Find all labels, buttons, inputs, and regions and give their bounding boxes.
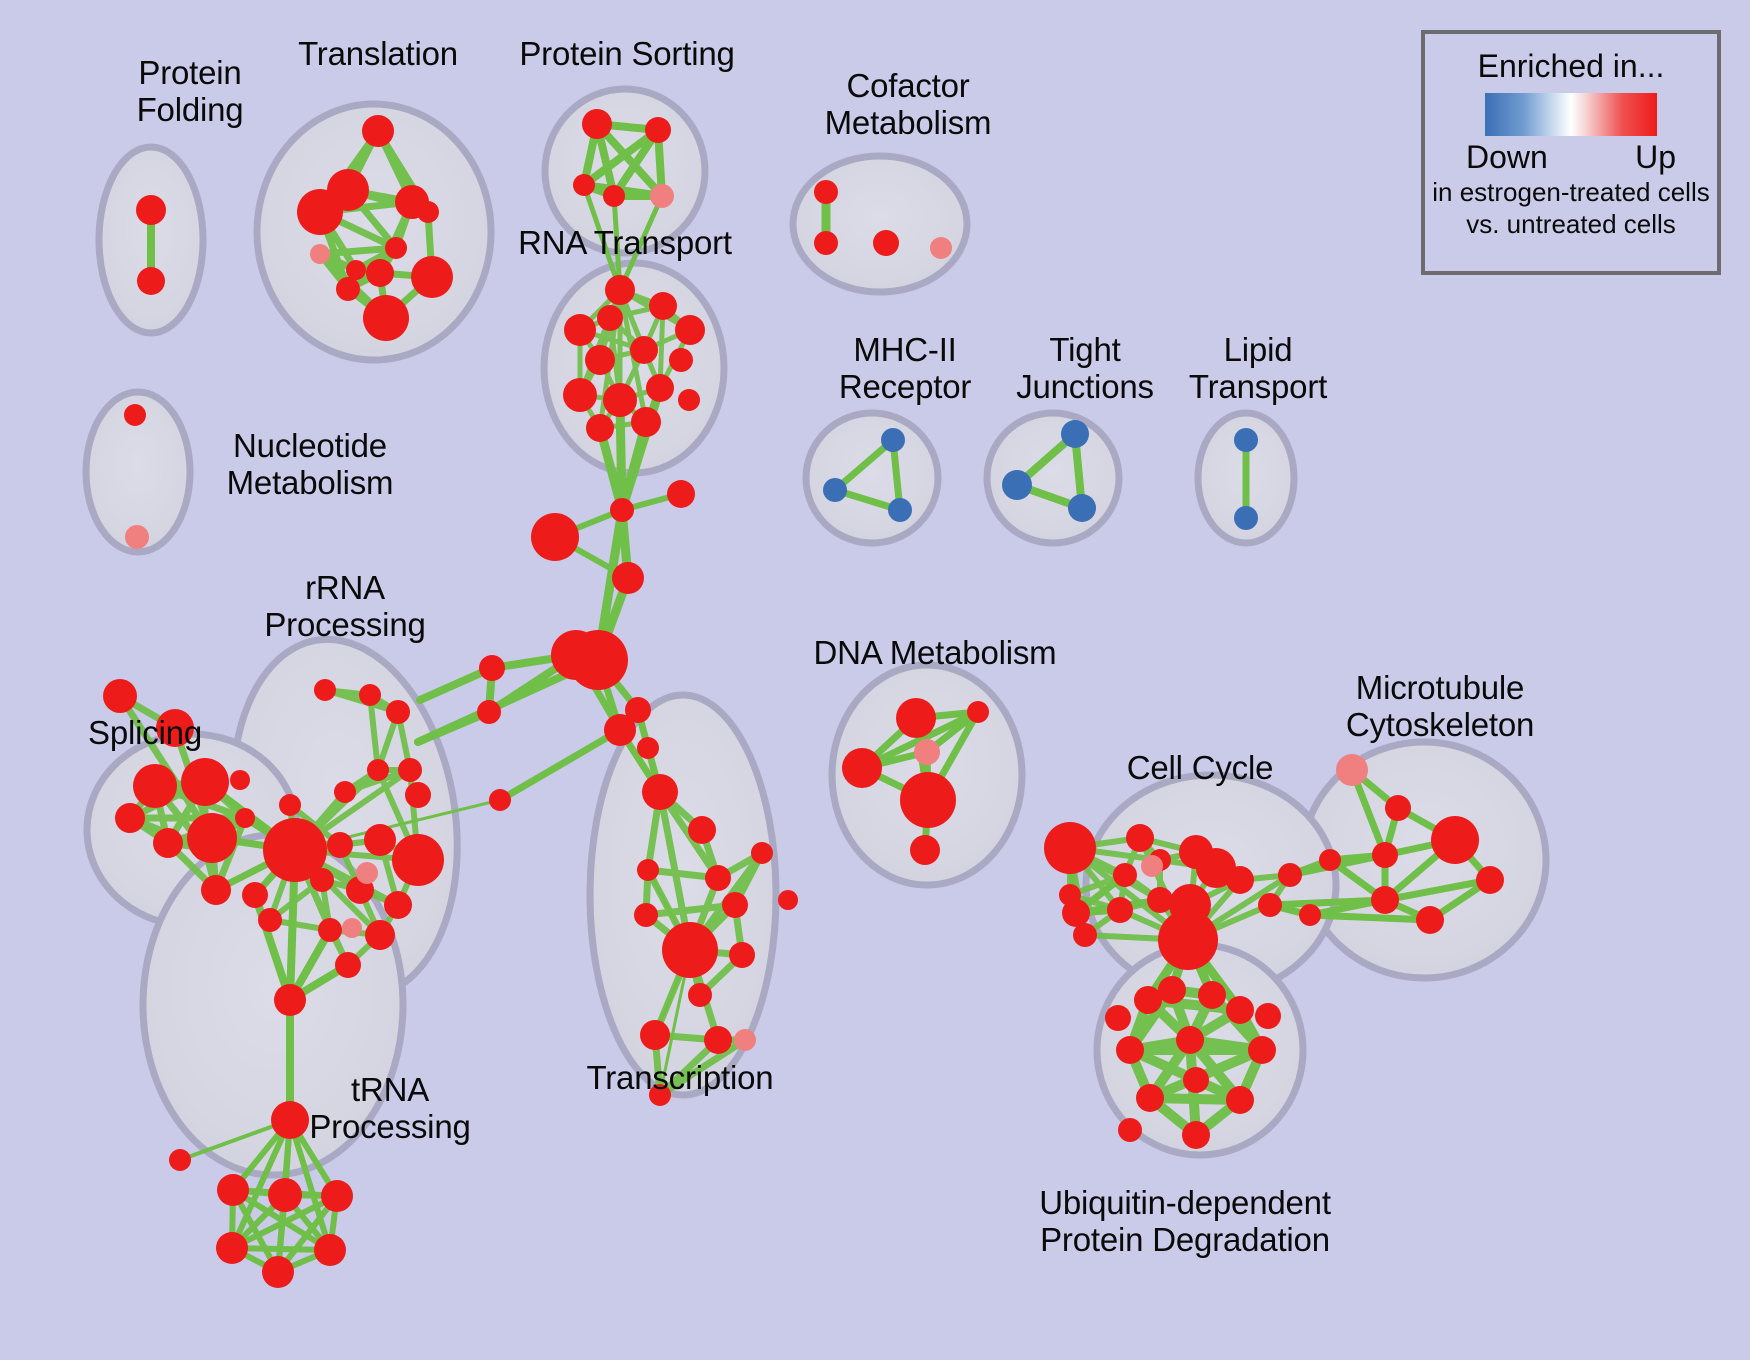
cluster-label-ubiquitin-degradation: Ubiquitin-dependent Protein Degradation [1039,1184,1331,1258]
legend-title: Enriched in... [1477,48,1665,84]
hull-cofactor [789,152,971,296]
color-scale-gradient [1485,93,1657,136]
hull-nucleotide [82,388,194,556]
cluster-label-rna-transport: RNA Transport [518,224,732,261]
legend-high-label: Up [1635,139,1676,175]
cluster-label-microtubule-cytoskeleton: Microtubule Cytoskeleton [1345,669,1535,743]
cluster-label-splicing: Splicing [88,714,202,751]
cluster-label-nucleotide-metabolism: Nucleotide Metabolism [226,427,394,501]
cluster-label-trna-processing: tRNA Processing [309,1071,471,1145]
cluster-label-translation: Translation [298,35,458,72]
cluster-label-cell-cycle: Cell Cycle [1126,749,1274,786]
cluster-label-lipid-transport: Lipid Transport [1188,331,1328,405]
legend-caption-line1: in estrogen-treated cells [1432,177,1710,207]
legend-low-label: Down [1466,139,1548,175]
legend-caption-line2: vs. untreated cells [1466,209,1676,239]
cluster-label-transcription: Transcription [586,1059,774,1096]
cluster-label-protein-folding: Protein Folding [136,54,244,128]
cluster-label-mhc-ii-receptor: MHC-II Receptor [838,331,972,405]
cluster-label-tight-junctions: Tight Junctions [1016,331,1154,405]
cluster-label-protein-sorting: Protein Sorting [519,35,735,72]
cluster-label-rrna-processing: rRNA Processing [264,569,426,643]
cluster-label-dna-metabolism: DNA Metabolism [813,634,1057,671]
hull-mhcii [802,409,942,547]
legend-scale-endpoints: Down Up [1466,139,1676,176]
network-nodes [103,109,1504,1288]
cluster-label-cofactor-metabolism: Cofactor Metabolism [824,67,992,141]
legend-box: Enriched in... Down Up in estrogen-treat… [1421,30,1721,275]
